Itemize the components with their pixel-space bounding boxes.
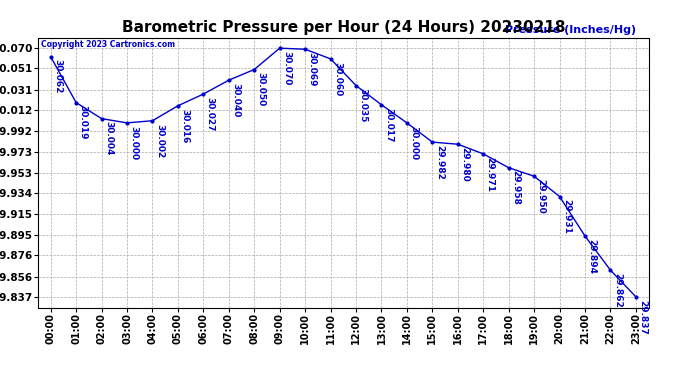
- Text: 29.862: 29.862: [613, 273, 622, 308]
- Text: 30.017: 30.017: [384, 108, 393, 142]
- Text: 30.000: 30.000: [409, 126, 418, 160]
- Text: 29.894: 29.894: [587, 239, 596, 274]
- Text: 30.002: 30.002: [155, 123, 164, 158]
- Text: 29.950: 29.950: [537, 179, 546, 214]
- Text: 29.837: 29.837: [638, 300, 647, 334]
- Text: 30.035: 30.035: [358, 88, 368, 123]
- Text: 30.000: 30.000: [130, 126, 139, 160]
- Text: 30.004: 30.004: [104, 122, 113, 156]
- Text: 30.027: 30.027: [206, 97, 215, 131]
- Text: 30.069: 30.069: [308, 52, 317, 87]
- Text: 30.060: 30.060: [333, 62, 342, 96]
- Text: Copyright 2023 Cartronics.com: Copyright 2023 Cartronics.com: [41, 40, 175, 49]
- Text: Pressure (Inches/Hg): Pressure (Inches/Hg): [505, 25, 636, 35]
- Text: 29.982: 29.982: [435, 145, 444, 180]
- Text: 29.971: 29.971: [486, 157, 495, 192]
- Text: 29.980: 29.980: [460, 147, 469, 182]
- Text: 30.040: 30.040: [231, 83, 240, 117]
- Text: 30.070: 30.070: [282, 51, 291, 86]
- Text: 30.019: 30.019: [79, 105, 88, 140]
- Text: 30.062: 30.062: [53, 60, 62, 94]
- Text: 29.931: 29.931: [562, 199, 571, 234]
- Text: 30.016: 30.016: [180, 109, 189, 143]
- Title: Barometric Pressure per Hour (24 Hours) 20230218: Barometric Pressure per Hour (24 Hours) …: [121, 20, 565, 35]
- Text: 29.958: 29.958: [511, 171, 520, 206]
- Text: 30.050: 30.050: [257, 72, 266, 106]
